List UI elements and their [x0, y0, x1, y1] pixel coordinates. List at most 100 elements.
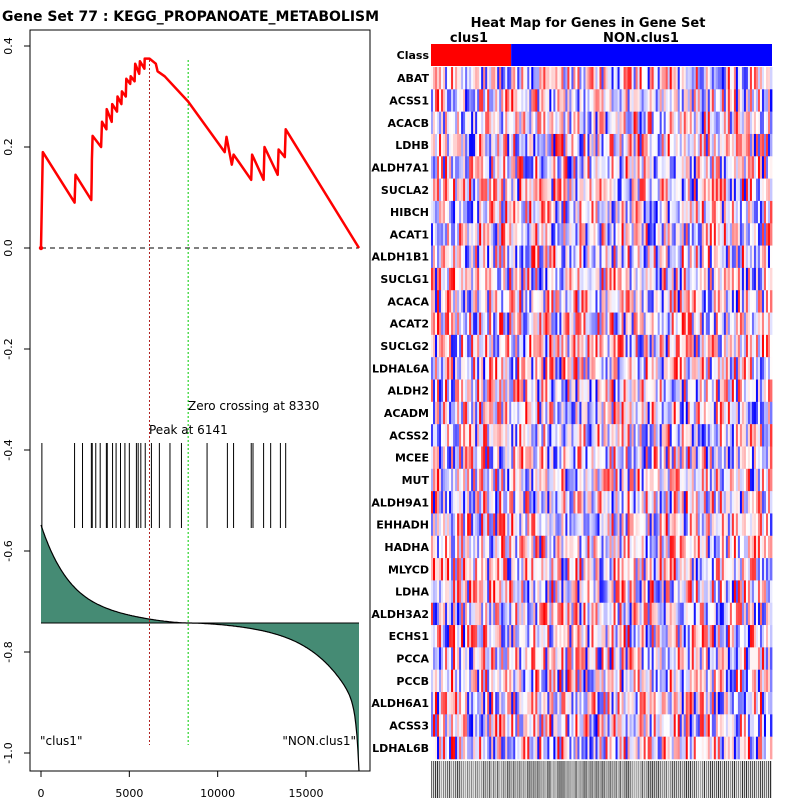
heatmap-cell — [493, 513, 496, 537]
heatmap-cell — [713, 111, 717, 135]
heatmap-cell — [747, 267, 751, 291]
heatmap-cell — [569, 647, 572, 671]
heatmap-cell — [541, 156, 544, 179]
heatmap-cell — [469, 267, 472, 291]
heatmap-cell — [615, 267, 618, 291]
heatmap-cell — [729, 178, 733, 202]
heatmap-cell — [617, 290, 620, 313]
heatmap-cell — [591, 558, 594, 581]
heatmap-cell — [689, 156, 693, 179]
heatmap-cell — [437, 357, 440, 380]
heatmap-cell — [605, 625, 608, 648]
heatmap-cell — [465, 111, 468, 135]
heatmap-cell — [645, 67, 649, 90]
heatmap-cell — [645, 290, 649, 313]
heatmap-cell — [469, 178, 472, 202]
heatmap-cell — [607, 267, 610, 291]
heatmap-cell — [511, 245, 514, 269]
heatmap-cell — [523, 468, 526, 492]
heatmap-cell — [733, 669, 737, 693]
heatmap-cell — [745, 89, 749, 112]
heatmap-cell — [617, 558, 620, 581]
heatmap-cell — [755, 535, 759, 559]
heatmap-cell — [659, 156, 663, 179]
heatmap-cell — [577, 535, 580, 559]
heatmap-cell — [567, 692, 570, 715]
heatmap-cell — [545, 625, 548, 648]
heatmap-cell — [561, 535, 564, 559]
heatmap-cell — [619, 334, 622, 358]
heatmap-cell — [575, 379, 578, 403]
heatmap-cell — [705, 267, 709, 291]
heatmap-cell — [599, 156, 602, 179]
heatmap-cell — [547, 669, 550, 693]
heatmap-cell — [549, 513, 552, 537]
heatmap-cell — [455, 245, 458, 269]
heatmap-cell — [759, 669, 763, 693]
heatmap-cell — [493, 290, 496, 313]
heatmap-cell — [653, 602, 657, 626]
heatmap-cell — [721, 692, 725, 715]
heatmap-cell — [625, 89, 628, 112]
heatmap-cell — [715, 312, 719, 336]
heatmap-cell — [495, 89, 498, 112]
heatmap-cell — [663, 133, 667, 157]
heatmap-cell — [623, 401, 626, 425]
heatmap-cell — [515, 379, 518, 403]
heatmap-cell — [675, 245, 679, 269]
heatmap-cell — [605, 223, 608, 246]
heatmap-cell — [621, 156, 624, 179]
heatmap-cell — [543, 424, 546, 447]
enrichment-score-curve — [38, 57, 361, 251]
heatmap-cell — [469, 223, 472, 246]
heatmap-cell — [755, 424, 759, 447]
heatmap-cell — [513, 558, 516, 581]
heatmap-cell — [591, 156, 594, 179]
heatmap-cell — [651, 491, 655, 514]
heatmap-cell — [701, 625, 705, 648]
heatmap-cell — [739, 290, 743, 313]
heatmap-cell — [653, 379, 657, 403]
heatmap-cell — [541, 513, 544, 537]
heatmap-cell — [443, 535, 446, 559]
heatmap-cell — [727, 357, 731, 380]
heatmap-cell — [503, 178, 506, 202]
heatmap-cell — [639, 156, 643, 179]
heatmap-cell — [437, 223, 440, 246]
heatmap-title: Heat Map for Genes in Gene Set — [471, 16, 706, 31]
heatmap-cell — [625, 111, 628, 135]
heatmap-cell — [693, 491, 697, 514]
heatmap-cell — [501, 535, 504, 559]
heatmap-cell — [521, 513, 524, 537]
heatmap-cell — [747, 357, 751, 380]
heatmap-cell — [733, 535, 737, 559]
heatmap-cell — [763, 580, 767, 604]
heatmap-cell — [603, 513, 606, 537]
heatmap-cell — [503, 669, 506, 693]
heatmap-cell — [491, 312, 494, 336]
heatmap-cell — [511, 535, 514, 559]
heatmap-cell — [563, 245, 566, 269]
heatmap-cell — [639, 357, 643, 380]
heatmap-cell — [503, 111, 506, 135]
heatmap-cell — [697, 401, 701, 425]
heatmap-cell — [465, 625, 468, 648]
heatmap-cell — [567, 156, 570, 179]
heatmap-cell — [757, 513, 761, 537]
heatmap-cell — [591, 133, 594, 157]
heatmap-cell — [579, 379, 582, 403]
heatmap-cell — [625, 267, 628, 291]
heatmap-cell — [767, 223, 771, 246]
heatmap-cell — [711, 156, 715, 179]
heatmap-cell — [753, 357, 757, 380]
heatmap-cell — [627, 513, 630, 537]
heatmap-cell — [501, 491, 504, 514]
heatmap-cell — [481, 290, 484, 313]
heatmap-cell — [673, 535, 677, 559]
heatmap-cell — [487, 133, 490, 157]
heatmap-cell — [681, 223, 685, 246]
heatmap-cell — [577, 67, 580, 90]
heatmap-cell — [623, 267, 626, 291]
heatmap-cell — [635, 692, 639, 715]
heatmap-cell — [769, 357, 773, 380]
